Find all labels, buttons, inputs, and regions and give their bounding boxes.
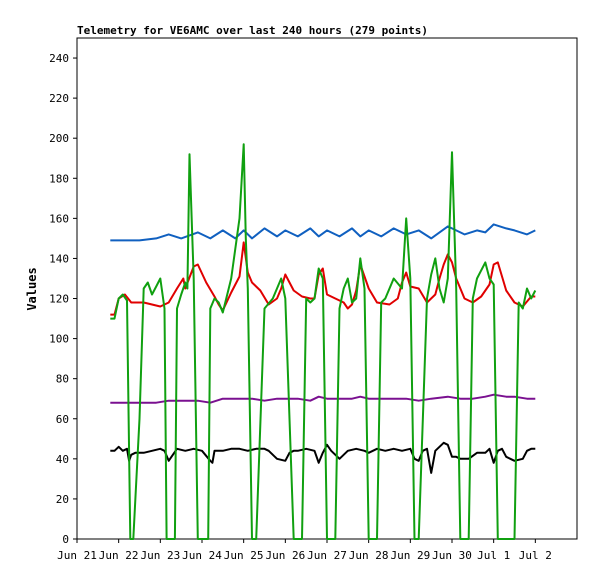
y-tick-label: 0 [62, 533, 69, 546]
y-axis-label: Values [25, 267, 39, 310]
x-tick-label: Jun 27 [307, 549, 347, 562]
y-tick-label: 220 [49, 92, 69, 105]
y-tick-label: 180 [49, 172, 69, 185]
series-line-4 [110, 441, 536, 474]
x-tick-label: Jul 2 [519, 549, 552, 562]
y-tick-label: 60 [56, 413, 69, 426]
x-tick-label: Jun 30 [432, 549, 472, 562]
x-tick-label: Jun 22 [99, 549, 139, 562]
x-tick-label: Jun 21 [57, 549, 97, 562]
x-tick-label: Jun 29 [390, 549, 430, 562]
y-tick-label: 120 [49, 293, 69, 306]
y-tick-label: 100 [49, 333, 69, 346]
y-tick-label: 40 [56, 453, 69, 466]
y-tick-label: 20 [56, 493, 69, 506]
series-lines [110, 143, 537, 540]
x-tick-label: Jun 25 [224, 549, 264, 562]
y-tick-label: 160 [49, 212, 69, 225]
series-line-3 [110, 393, 536, 404]
chart-title: Telemetry for VE6AMC over last 240 hours… [77, 24, 428, 37]
x-tick-label: Jun 23 [140, 549, 180, 562]
y-tick-label: 140 [49, 252, 69, 265]
y-tick-label: 80 [56, 373, 69, 386]
x-axis: Jun 21 Jun 22 Jun 23 Jun 24 Jun 25 Jun 26 Jun … [57, 539, 552, 562]
y-axis: 0 20 40 60 80 100 120 140 160 180 200 220 240 [49, 52, 77, 546]
series-line-5 [110, 143, 537, 540]
series-line-1 [110, 223, 536, 242]
y-tick-label: 240 [49, 52, 69, 65]
x-tick-label: Jun 24 [182, 549, 222, 562]
x-tick-label: Jun 26 [265, 549, 305, 562]
y-tick-label: 200 [49, 132, 69, 145]
x-tick-label: Jul 1 [477, 549, 510, 562]
x-tick-label: Jun 28 [349, 549, 389, 562]
